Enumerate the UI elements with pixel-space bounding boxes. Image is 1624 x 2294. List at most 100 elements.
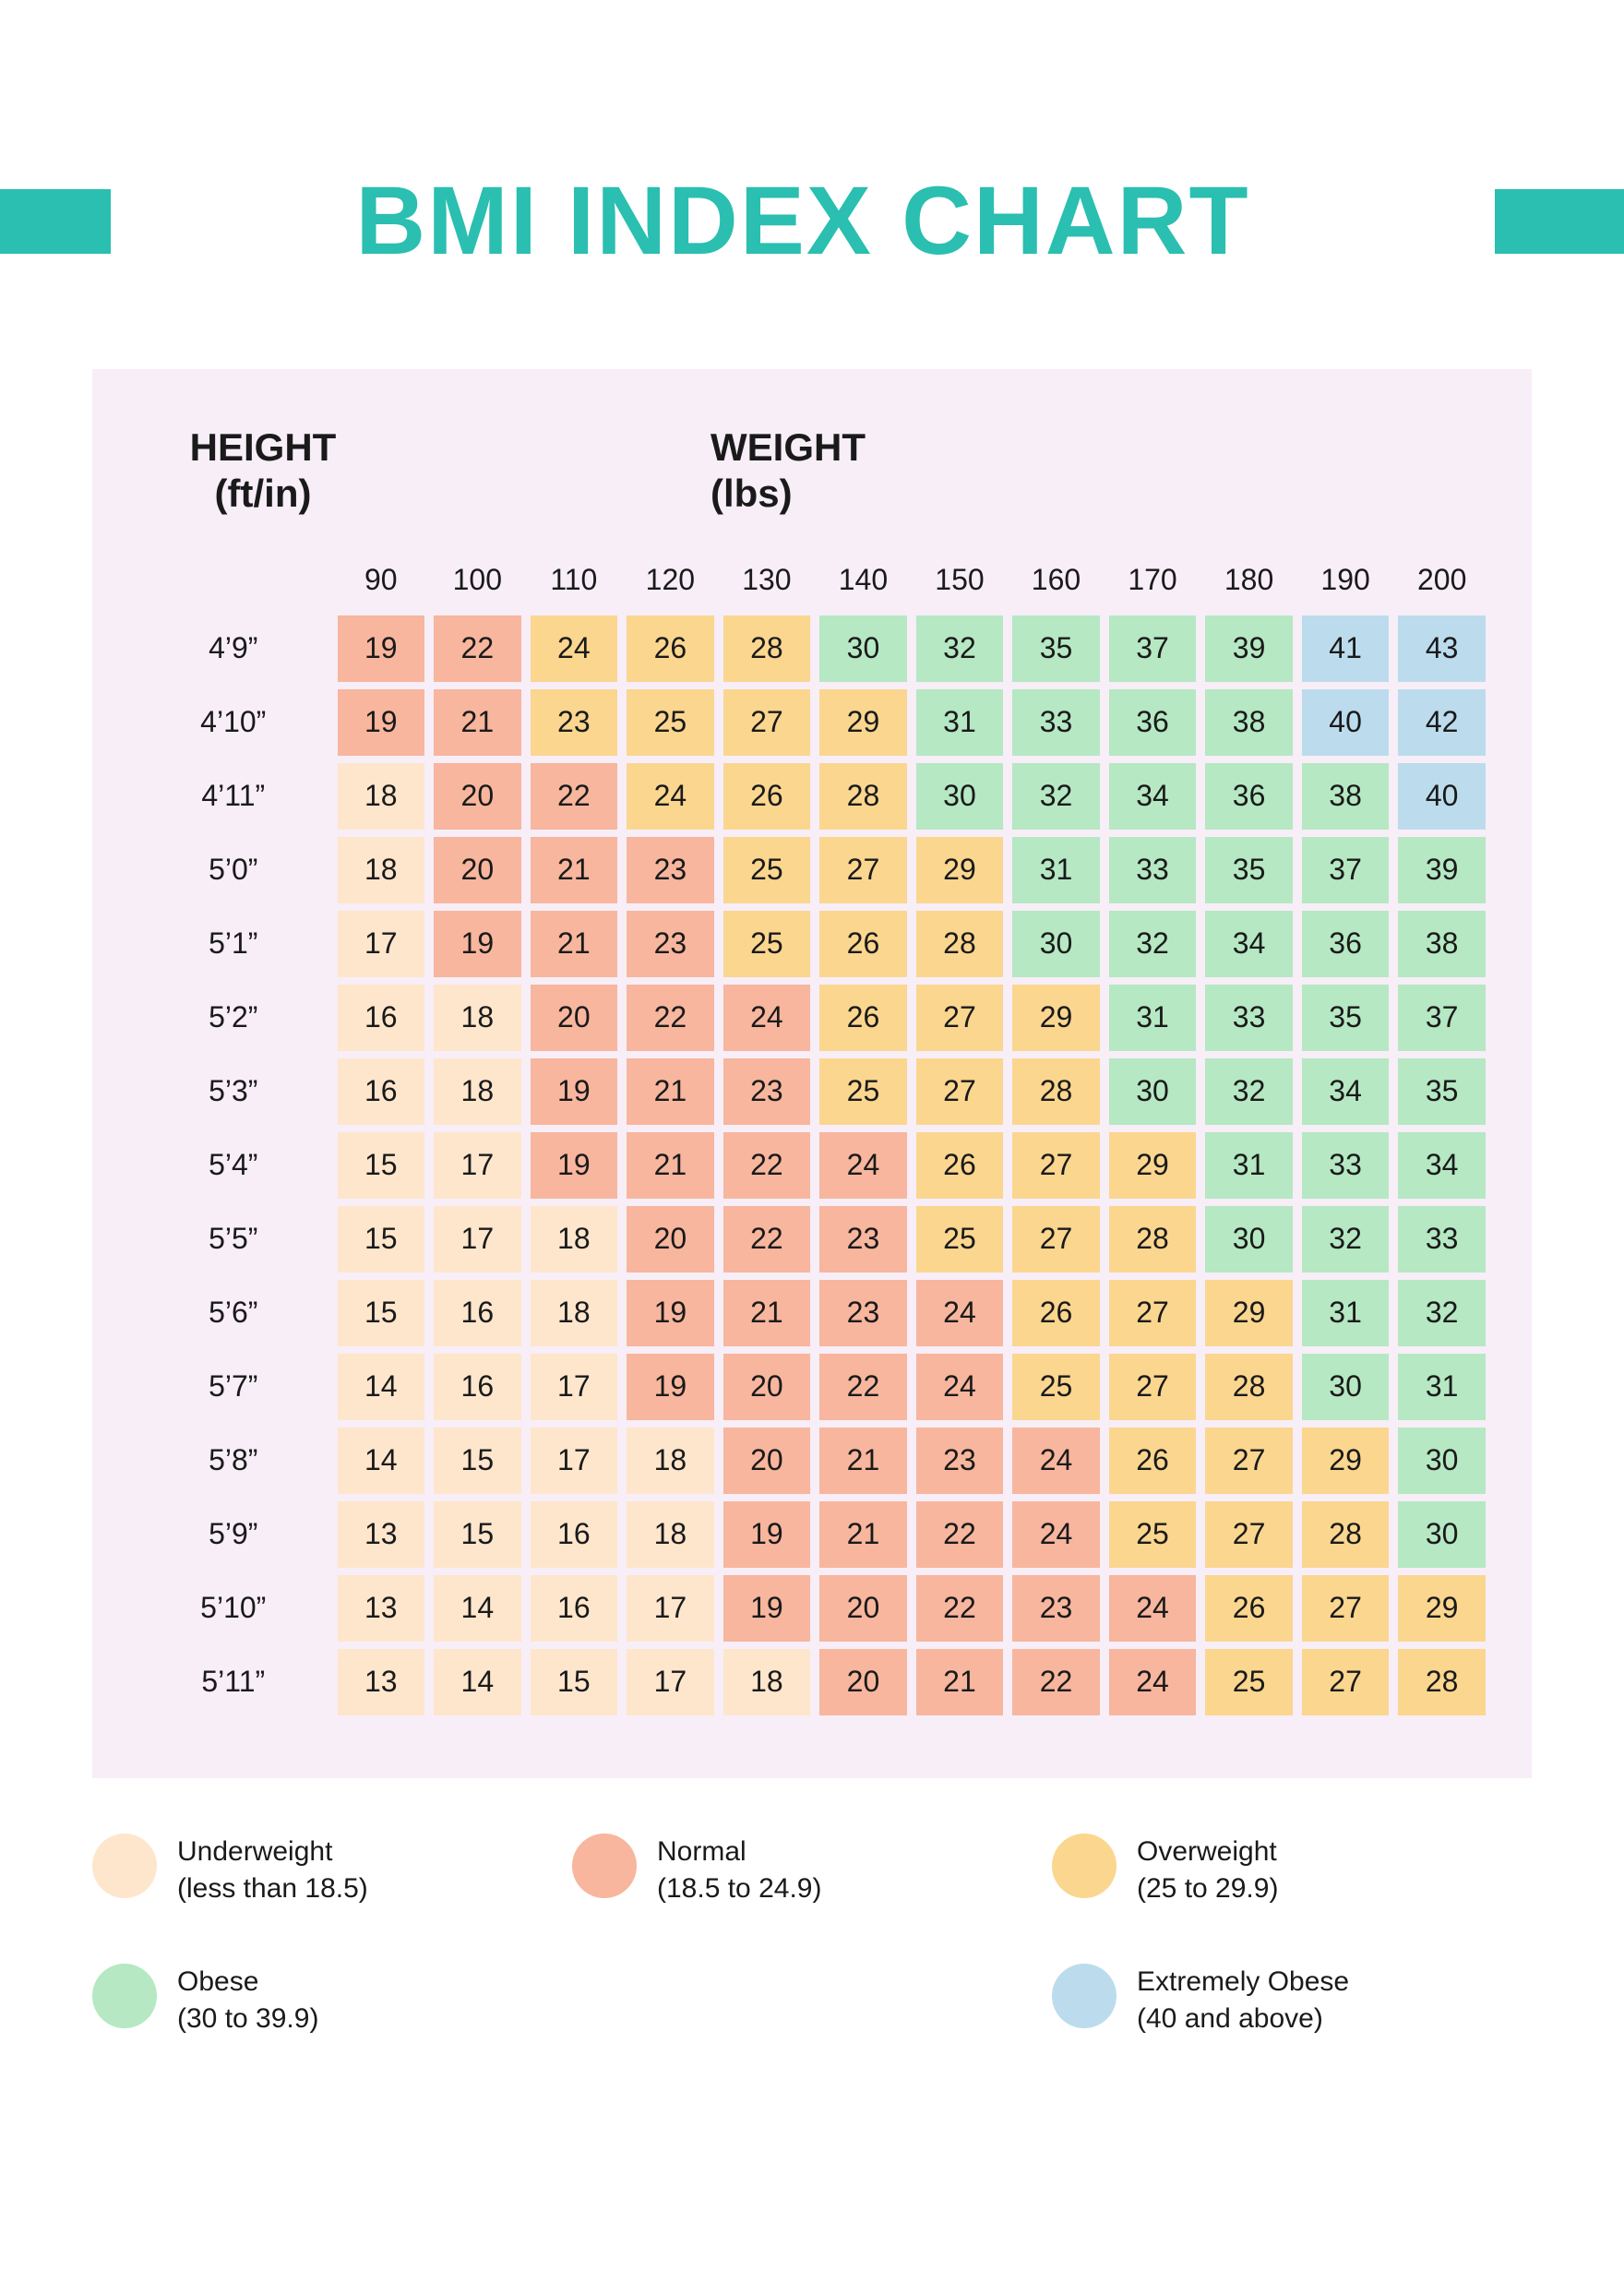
height-row-header: 5’7” xyxy=(138,1354,328,1420)
bmi-cell: 27 xyxy=(1205,1501,1293,1568)
height-unit: (ft/in) xyxy=(148,471,378,517)
weight-col-header: 140 xyxy=(819,553,907,608)
bmi-cell: 26 xyxy=(916,1132,1004,1199)
weight-col-header: 200 xyxy=(1398,553,1486,608)
height-row-header: 5’1” xyxy=(138,911,328,977)
bmi-cell: 14 xyxy=(434,1649,521,1715)
weight-col-header: 170 xyxy=(1109,553,1197,608)
table-row: 5’11”131415171820212224252728 xyxy=(138,1649,1486,1715)
bmi-cell: 24 xyxy=(723,985,811,1051)
bmi-cell: 37 xyxy=(1109,615,1197,682)
bmi-cell: 22 xyxy=(531,763,618,830)
bmi-cell: 19 xyxy=(338,615,425,682)
bmi-cell: 25 xyxy=(723,837,811,903)
page-title: BMI INDEX CHART xyxy=(111,166,1495,277)
bmi-cell: 19 xyxy=(723,1575,811,1642)
table-row: 4’11”182022242628303234363840 xyxy=(138,763,1486,830)
bmi-cell: 19 xyxy=(627,1354,714,1420)
bmi-cell: 18 xyxy=(434,985,521,1051)
legend-text: Obese(30 to 39.9) xyxy=(177,1964,318,2038)
legend-item-extremely_obese: Extremely Obese(40 and above) xyxy=(1052,1964,1532,2038)
bmi-cell: 35 xyxy=(1302,985,1390,1051)
bmi-cell: 33 xyxy=(1012,689,1100,756)
bmi-cell: 20 xyxy=(723,1354,811,1420)
bmi-cell: 37 xyxy=(1398,985,1486,1051)
legend-text: Overweight(25 to 29.9) xyxy=(1137,1834,1278,1908)
bmi-cell: 38 xyxy=(1205,689,1293,756)
height-row-header: 5’4” xyxy=(138,1132,328,1199)
weight-col-header: 190 xyxy=(1302,553,1390,608)
bmi-cell: 19 xyxy=(723,1501,811,1568)
bmi-cell: 27 xyxy=(1109,1354,1197,1420)
height-label: HEIGHT xyxy=(148,424,378,471)
bmi-cell: 29 xyxy=(1302,1428,1390,1494)
bmi-cell: 30 xyxy=(916,763,1004,830)
height-row-header: 5’0” xyxy=(138,837,328,903)
bmi-cell: 20 xyxy=(819,1649,907,1715)
weight-col-header: 150 xyxy=(916,553,1004,608)
bmi-cell: 36 xyxy=(1109,689,1197,756)
bmi-cell: 17 xyxy=(531,1354,618,1420)
legend-text: Extremely Obese(40 and above) xyxy=(1137,1964,1349,2038)
legend-item-obese: Obese(30 to 39.9) xyxy=(92,1964,572,2038)
height-row-header: 5’8” xyxy=(138,1428,328,1494)
bmi-cell: 27 xyxy=(1012,1206,1100,1272)
table-row: 4’9”192224262830323537394143 xyxy=(138,615,1486,682)
bmi-cell: 29 xyxy=(819,689,907,756)
bmi-cell: 27 xyxy=(1012,1132,1100,1199)
bmi-cell: 32 xyxy=(1205,1058,1293,1125)
bmi-cell: 24 xyxy=(819,1132,907,1199)
weight-col-header: 120 xyxy=(627,553,714,608)
bmi-cell: 15 xyxy=(338,1206,425,1272)
height-row-header: 5’9” xyxy=(138,1501,328,1568)
bmi-cell: 22 xyxy=(916,1575,1004,1642)
legend-range: (30 to 39.9) xyxy=(177,2001,318,2038)
bmi-cell: 21 xyxy=(916,1649,1004,1715)
bmi-cell: 39 xyxy=(1398,837,1486,903)
bmi-cell: 20 xyxy=(819,1575,907,1642)
bmi-cell: 18 xyxy=(434,1058,521,1125)
legend-swatch xyxy=(1052,1834,1116,1898)
bmi-cell: 16 xyxy=(434,1354,521,1420)
legend: Underweight(less than 18.5)Normal(18.5 t… xyxy=(92,1834,1532,2038)
table-row: 5’2”161820222426272931333537 xyxy=(138,985,1486,1051)
legend-range: (25 to 29.9) xyxy=(1137,1870,1278,1908)
bmi-cell: 15 xyxy=(338,1132,425,1199)
bmi-cell: 21 xyxy=(627,1058,714,1125)
bmi-cell: 16 xyxy=(338,1058,425,1125)
bmi-cell: 21 xyxy=(531,837,618,903)
bmi-cell: 21 xyxy=(819,1428,907,1494)
bmi-cell: 32 xyxy=(916,615,1004,682)
bmi-cell: 25 xyxy=(1205,1649,1293,1715)
bmi-cell: 27 xyxy=(1302,1575,1390,1642)
bmi-cell: 27 xyxy=(819,837,907,903)
bmi-cell: 16 xyxy=(531,1501,618,1568)
height-row-header: 5’2” xyxy=(138,985,328,1051)
bmi-cell: 29 xyxy=(916,837,1004,903)
bmi-cell: 14 xyxy=(338,1428,425,1494)
bmi-cell: 30 xyxy=(1398,1501,1486,1568)
legend-item-overweight: Overweight(25 to 29.9) xyxy=(1052,1834,1532,1908)
bmi-cell: 40 xyxy=(1302,689,1390,756)
height-row-header: 4’9” xyxy=(138,615,328,682)
bmi-cell: 33 xyxy=(1302,1132,1390,1199)
bmi-cell: 24 xyxy=(1012,1428,1100,1494)
bmi-cell: 25 xyxy=(819,1058,907,1125)
weight-axis-label: WEIGHT (lbs) xyxy=(378,424,1476,518)
bmi-cell: 31 xyxy=(1398,1354,1486,1420)
bmi-cell: 23 xyxy=(916,1428,1004,1494)
bmi-cell: 28 xyxy=(723,615,811,682)
bmi-cell: 27 xyxy=(1109,1280,1197,1346)
height-row-header: 5’10” xyxy=(138,1575,328,1642)
bmi-cell: 22 xyxy=(916,1501,1004,1568)
weight-col-header: 130 xyxy=(723,553,811,608)
bmi-cell: 41 xyxy=(1302,615,1390,682)
bmi-cell: 26 xyxy=(723,763,811,830)
bmi-cell: 22 xyxy=(723,1132,811,1199)
bmi-cell: 25 xyxy=(1109,1501,1197,1568)
bmi-cell: 31 xyxy=(1205,1132,1293,1199)
table-row: 5’1”171921232526283032343638 xyxy=(138,911,1486,977)
bmi-cell: 25 xyxy=(723,911,811,977)
bmi-cell: 16 xyxy=(338,985,425,1051)
bmi-cell: 36 xyxy=(1205,763,1293,830)
